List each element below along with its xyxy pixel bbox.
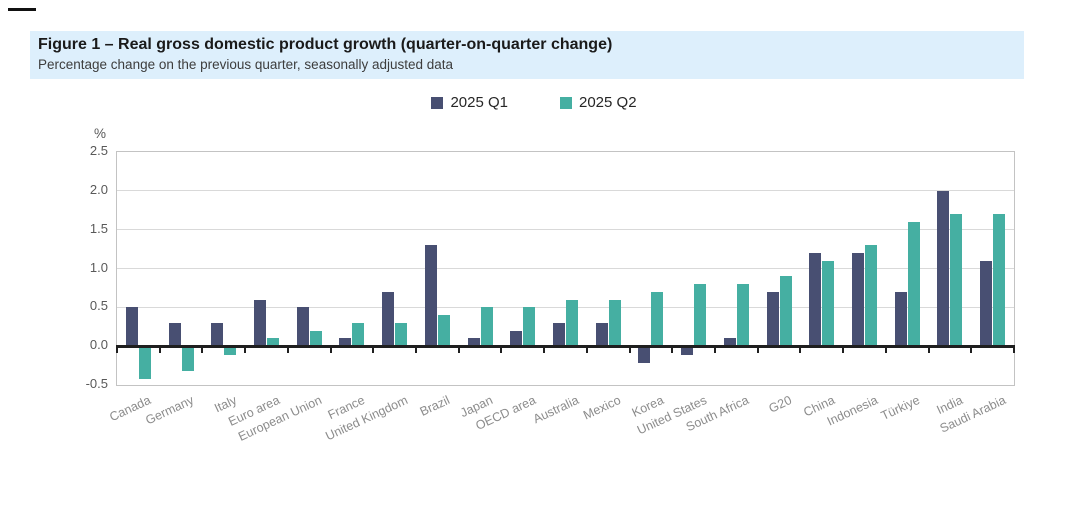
bar-2025-q2-germany — [181, 347, 194, 371]
bar-2025-q1-united-states — [681, 347, 694, 356]
plot-area — [116, 151, 1015, 386]
axis-tick — [159, 347, 161, 353]
y-tick-label--0.5: -0.5 — [85, 376, 108, 391]
axis-tick — [586, 347, 588, 353]
bar-2025-q2-indonesia — [865, 245, 877, 347]
bar-2025-q1-united-kingdom — [382, 291, 395, 347]
axis-tick — [842, 347, 844, 353]
bar-2025-q1-japan — [467, 338, 480, 347]
zero-axis-line — [116, 344, 1015, 348]
axis-tick — [116, 347, 118, 353]
gridline-2.0 — [117, 190, 1014, 192]
bar-2025-q2-euro-area — [267, 338, 279, 347]
bar-2025-q2-canada — [138, 347, 151, 379]
axis-tick — [201, 347, 203, 353]
legend-item-2025-q2: 2025 Q2 — [560, 94, 637, 111]
bar-2025-q2-saudi-arabia — [993, 214, 1006, 347]
axis-tick — [458, 347, 460, 353]
bar-2025-q2-japan — [480, 307, 493, 347]
y-tick-label-1.0: 1.0 — [89, 259, 108, 275]
bar-2025-q1-brazil — [424, 245, 437, 347]
bar-2025-q2-south-africa — [736, 284, 749, 347]
bar-2025-q1-euro-area — [254, 299, 266, 347]
axis-tick — [928, 347, 930, 353]
bar-2025-q1-china — [809, 252, 822, 347]
bar-2025-q2-oecd-area — [523, 307, 536, 347]
axis-tick — [885, 347, 887, 353]
axis-tick — [757, 347, 759, 353]
legend-label-2025-q2: 2025 Q2 — [579, 94, 637, 111]
axis-tick — [244, 347, 246, 353]
y-tick-label-2.0: 2.0 — [89, 181, 108, 197]
bar-2025-q2-australia — [566, 299, 578, 347]
gridline-0.5 — [117, 306, 1014, 308]
legend-item-2025-q1: 2025 Q1 — [431, 94, 508, 111]
bar-2025-q1-mexico — [595, 322, 608, 347]
bar-2025-q2-italy — [224, 347, 237, 356]
bar-2025-q1-saudi-arabia — [980, 260, 993, 347]
bar-2025-q2-brazil — [437, 315, 450, 347]
bar-2025-q1-germany — [168, 322, 181, 347]
bar-2025-q2-mexico — [608, 299, 621, 347]
bar-2025-q1-south-africa — [723, 338, 736, 347]
axis-tick — [330, 347, 332, 353]
legend-swatch-2025-q2 — [560, 96, 572, 109]
bar-2025-q1-france — [339, 338, 352, 347]
bar-2025-q1-australia — [553, 322, 565, 347]
y-tick-label-2.5: 2.5 — [89, 143, 108, 158]
bar-2025-q1-indonesia — [852, 252, 864, 347]
bar-2025-q2-china — [822, 260, 835, 347]
axis-tick — [671, 347, 673, 353]
legend-swatch-2025-q1 — [431, 96, 444, 109]
y-axis-unit-label: % — [94, 126, 107, 141]
y-tick-label-0.5: 0.5 — [89, 298, 108, 314]
bar-2025-q2-france — [352, 322, 365, 347]
axis-tick — [500, 347, 502, 353]
bar-2025-q1-canada — [125, 307, 138, 347]
axis-tick — [629, 347, 631, 353]
axis-tick — [1013, 347, 1015, 353]
axis-tick — [970, 347, 972, 353]
gridline-1.5 — [117, 229, 1014, 231]
bar-2025-q1-g20 — [766, 291, 779, 347]
y-tick-label-0.0: 0.0 — [89, 337, 108, 353]
bar-2025-q2-united-states — [694, 284, 707, 347]
bar-2025-q2-european-union — [309, 330, 322, 347]
axis-tick — [799, 347, 801, 353]
axis-tick — [543, 347, 545, 353]
bar-2025-q1-t-rkiye — [894, 291, 907, 347]
bar-2025-q1-european-union — [296, 307, 309, 347]
figure-subtitle: Percentage change on the previous quarte… — [38, 57, 454, 72]
figure-title: Figure 1 – Real gross domestic product g… — [38, 36, 613, 53]
bar-2025-q1-oecd-area — [510, 330, 523, 347]
bar-2025-q1-india — [937, 190, 950, 347]
top-left-rule — [8, 8, 36, 11]
legend-label-2025-q1: 2025 Q1 — [450, 94, 508, 111]
y-tick-label-1.5: 1.5 — [89, 220, 108, 236]
gridline-1.0 — [117, 268, 1014, 269]
bar-2025-q1-italy — [211, 322, 224, 347]
bar-2025-q2-korea — [651, 291, 664, 347]
figure-title-bar: Figure 1 – Real gross domestic product g… — [30, 31, 1024, 79]
bar-2025-q2-g20 — [779, 276, 792, 347]
bar-2025-q1-korea — [638, 347, 651, 364]
bar-2025-q2-united-kingdom — [395, 322, 408, 347]
axis-tick — [415, 347, 417, 353]
bar-2025-q2-india — [950, 214, 963, 347]
axis-tick — [714, 347, 716, 353]
bar-2025-q2-t-rkiye — [907, 221, 920, 347]
chart-legend: 2025 Q1 2025 Q2 — [0, 94, 1068, 111]
axis-tick — [287, 347, 289, 353]
axis-tick — [372, 347, 374, 353]
